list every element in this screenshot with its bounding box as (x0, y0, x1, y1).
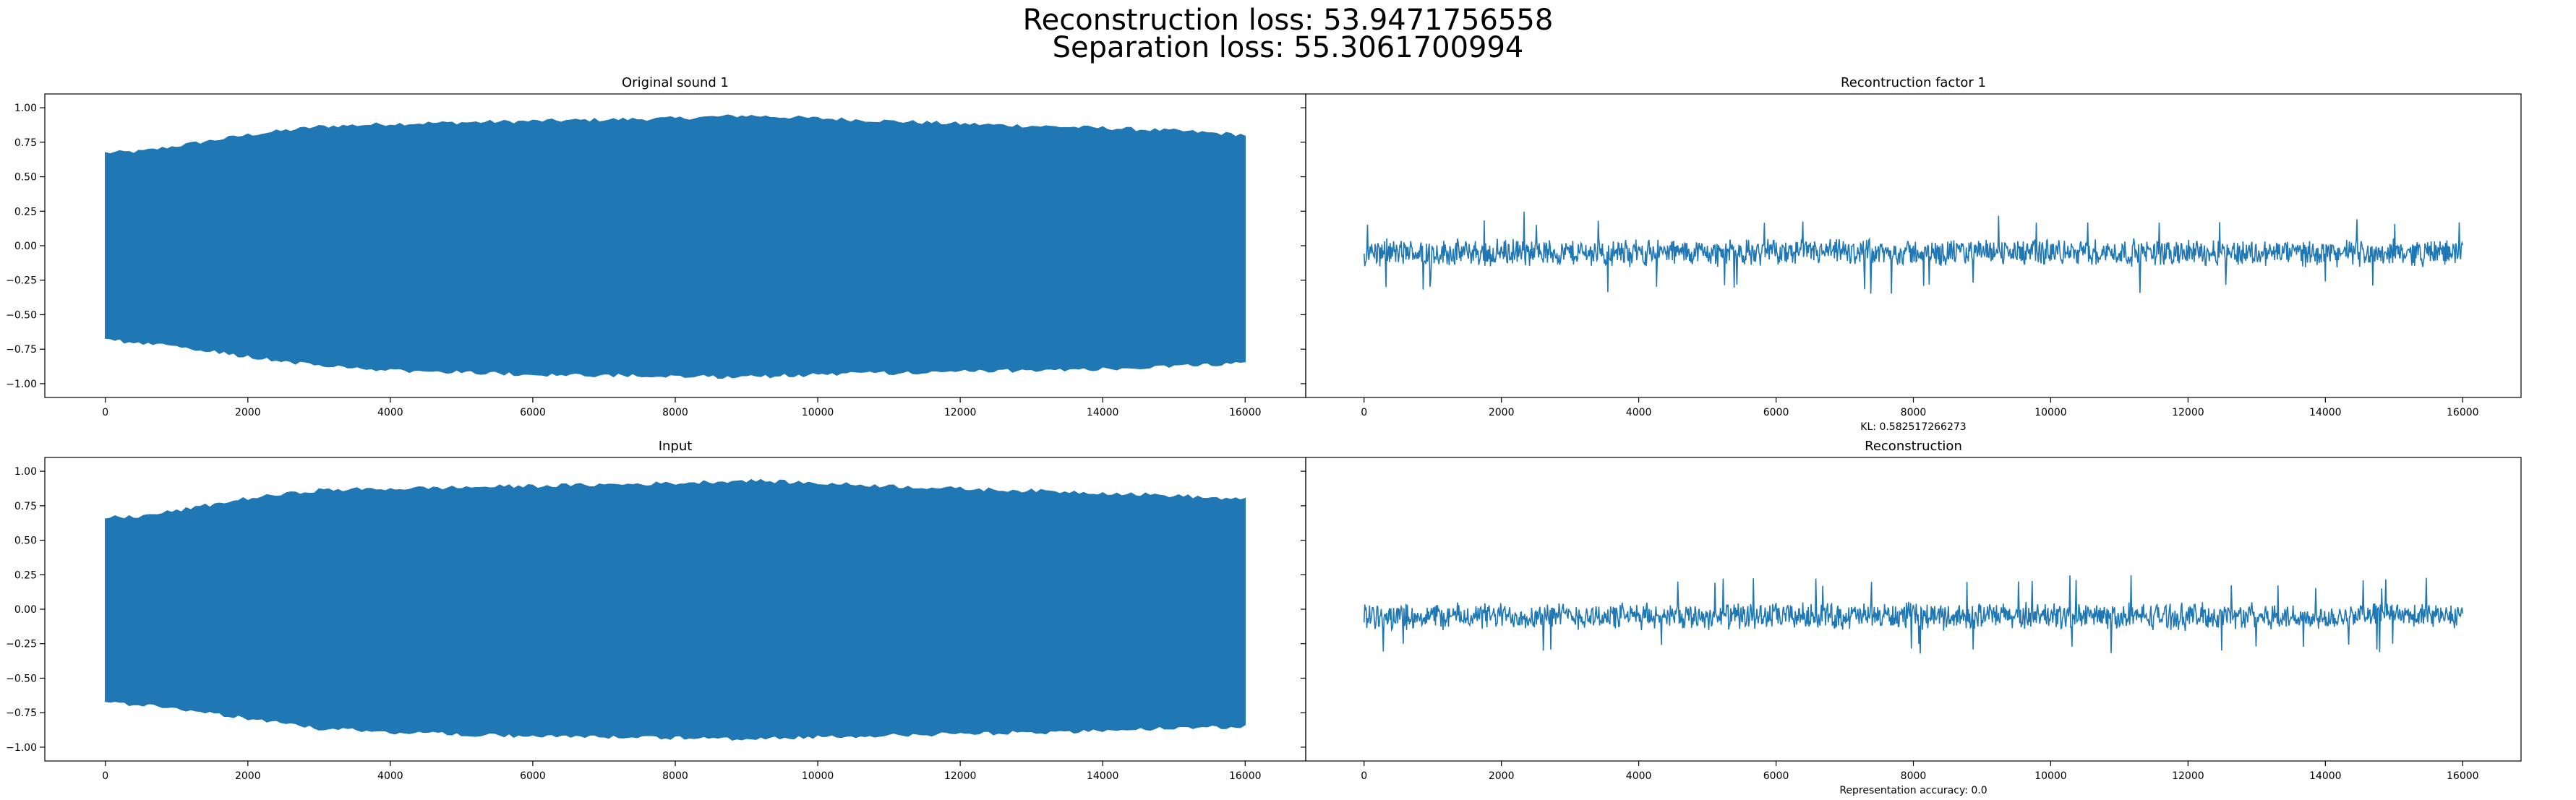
x-tick-label: 4000 (1626, 407, 1652, 418)
y-tick-label: −0.50 (6, 673, 37, 684)
x-tick-label: 4000 (377, 770, 403, 782)
y-tick-label: 1.00 (14, 466, 37, 478)
x-tick-label: 8000 (662, 770, 688, 782)
x-tick-label: 10000 (2034, 407, 2067, 418)
x-tick-label: 10000 (2034, 770, 2067, 782)
x-axis-label: Representation accuracy: 0.0 (1839, 785, 1987, 796)
x-tick-label: 10000 (802, 770, 834, 782)
y-tick-label: 0.00 (14, 241, 37, 252)
subplot-1: Original sound 1 0 2000 4000 6000 8000 10000 12… (6, 75, 1306, 418)
x-tick-label: 6000 (520, 407, 546, 418)
subplot-title: Reconstruction (1865, 439, 1962, 454)
subplot-3: Input 0 2000 4000 6000 8000 10000 12000 14000 160… (6, 439, 1306, 782)
x-tick-label: 6000 (1763, 407, 1789, 418)
x-tick-label: 16000 (1229, 407, 1262, 418)
x-tick-label: 14000 (2309, 407, 2342, 418)
figure-title-separation-loss: Separation loss: 55.3061700994 (1052, 31, 1524, 64)
x-tick-label: 2000 (1489, 407, 1515, 418)
y-tick-label: −0.75 (6, 344, 37, 356)
x-axis-label: KL: 0.582517266273 (1860, 421, 1966, 433)
series-line (1363, 211, 2464, 294)
x-tick-label: 8000 (1901, 770, 1927, 782)
x-tick-label: 0 (102, 770, 108, 782)
series-line (105, 478, 1246, 741)
subplot-4: Reconstruction 0 2000 4000 6000 8000 10000 1200… (1301, 439, 2522, 796)
x-tick-label: 12000 (944, 407, 977, 418)
y-tick-label: 0.75 (14, 137, 37, 149)
x-tick-label: 2000 (235, 407, 261, 418)
subplot-title: Input (659, 439, 693, 454)
subplot-2: Recontruction factor 1 0 2000 4000 6000 8000 1… (1301, 75, 2522, 433)
y-tick-label: 0.25 (14, 206, 37, 218)
y-tick-label: −0.75 (6, 707, 37, 719)
subplot-title: Recontruction factor 1 (1841, 75, 1986, 90)
y-tick-label: −1.00 (6, 379, 37, 390)
x-tick-label: 14000 (2309, 770, 2342, 782)
x-tick-label: 2000 (1489, 770, 1515, 782)
subplot-title: Original sound 1 (622, 75, 729, 90)
x-tick-label: 12000 (2172, 407, 2204, 418)
y-tick-label: −0.25 (6, 275, 37, 287)
figure-title-reconstruction-loss: Reconstruction loss: 53.9471756558 (1022, 4, 1554, 37)
y-tick-label: 0.25 (14, 569, 37, 581)
x-tick-label: 14000 (1087, 407, 1119, 418)
x-tick-label: 6000 (1763, 770, 1789, 782)
y-tick-label: −0.25 (6, 639, 37, 650)
x-tick-label: 8000 (662, 407, 688, 418)
x-tick-label: 10000 (802, 407, 834, 418)
x-tick-label: 4000 (377, 407, 403, 418)
series-line (1363, 575, 2464, 654)
y-tick-label: 0.50 (14, 172, 37, 184)
x-tick-label: 2000 (235, 770, 261, 782)
y-tick-label: 0.00 (14, 604, 37, 616)
x-tick-label: 4000 (1626, 770, 1652, 782)
y-tick-label: 1.00 (14, 103, 37, 114)
series-line (105, 114, 1246, 379)
y-tick-label: −0.50 (6, 309, 37, 321)
x-tick-label: 16000 (1229, 770, 1262, 782)
axes-frame (1305, 93, 2522, 398)
x-tick-label: 12000 (944, 770, 977, 782)
y-tick-label: −1.00 (6, 742, 37, 754)
x-tick-label: 16000 (2447, 407, 2479, 418)
x-tick-label: 16000 (2447, 770, 2479, 782)
y-tick-label: 0.50 (14, 536, 37, 547)
y-tick-label: 0.75 (14, 501, 37, 512)
x-tick-label: 12000 (2172, 770, 2204, 782)
x-tick-label: 14000 (1087, 770, 1119, 782)
x-tick-label: 6000 (520, 770, 546, 782)
x-tick-label: 0 (1361, 770, 1367, 782)
x-tick-label: 0 (1361, 407, 1367, 418)
x-tick-label: 8000 (1901, 407, 1927, 418)
x-tick-label: 0 (102, 407, 108, 418)
